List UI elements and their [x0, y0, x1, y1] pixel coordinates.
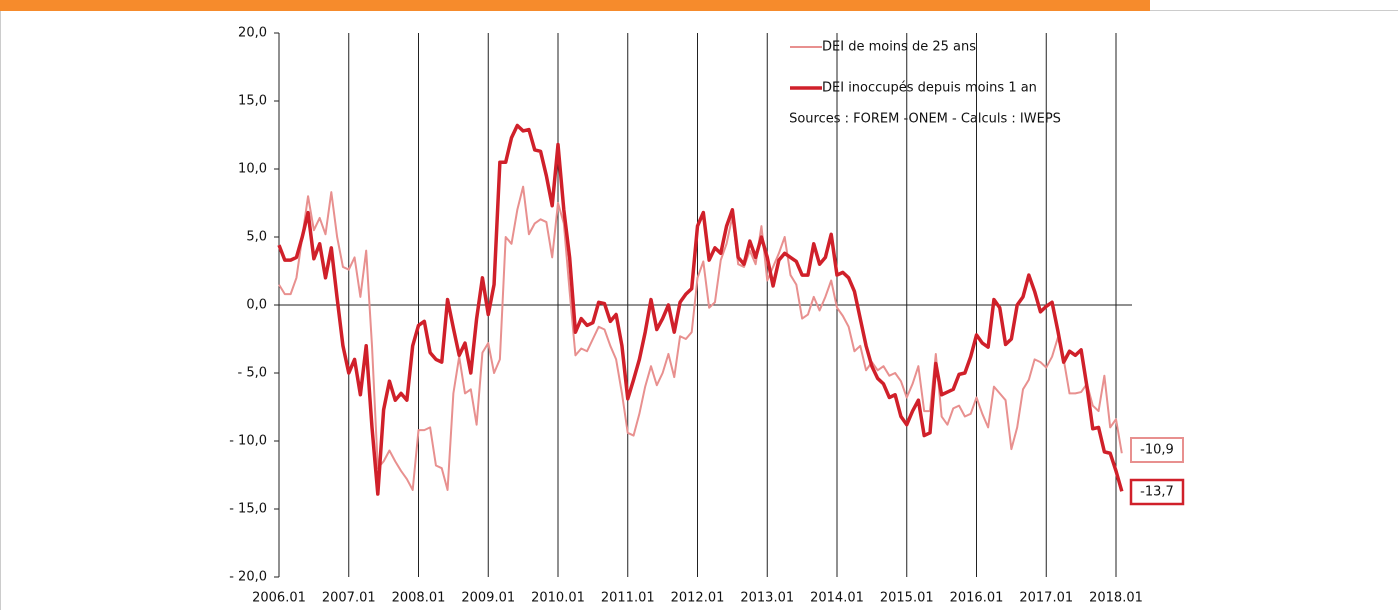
- y-tick-label: - 20,0: [229, 570, 267, 585]
- x-tick-label: 2011.01: [601, 591, 655, 606]
- series-line: [277, 123, 1124, 496]
- x-tick-label: 2017.01: [1019, 591, 1073, 606]
- y-tick-label: 15,0: [238, 94, 267, 109]
- y-tick-label: - 10,0: [229, 434, 267, 449]
- y-tick-label: 20,0: [238, 26, 267, 41]
- x-tick-label: 2010.01: [531, 591, 585, 606]
- series-line: [278, 185, 1123, 491]
- value-label-box: [1129, 478, 1185, 506]
- x-tick-label: 2009.01: [461, 591, 515, 606]
- y-tick-label: 5,0: [246, 230, 267, 245]
- value-label-box: [1130, 437, 1184, 463]
- y-tick-label: - 15,0: [229, 502, 267, 517]
- y-tick-label: 10,0: [238, 162, 267, 177]
- x-tick-label: 2007.01: [322, 591, 376, 606]
- legend-label: DEI inoccupés depuis moins 1 an: [822, 81, 1037, 96]
- header-bar: [0, 0, 1150, 11]
- x-tick-label: 2008.01: [392, 591, 446, 606]
- x-tick-label: 2006.01: [252, 591, 306, 606]
- x-tick-label: 2018.01: [1089, 591, 1143, 606]
- value-label: -10,9: [1140, 443, 1174, 458]
- legend-label: DEI de moins de 25 ans: [822, 40, 976, 55]
- x-tick-label: 2015.01: [880, 591, 934, 606]
- value-label: -13,7: [1140, 485, 1174, 500]
- y-tick-label: 0,0: [246, 298, 267, 313]
- x-tick-label: 2013.01: [740, 591, 794, 606]
- y-tick-label: - 5,0: [238, 366, 268, 381]
- x-tick-label: 2016.01: [950, 591, 1004, 606]
- x-tick-label: 2014.01: [810, 591, 864, 606]
- x-tick-label: 2012.01: [671, 591, 725, 606]
- annotation: Sources : FOREM -ONEM - Calculs : IWEPS: [789, 112, 1061, 127]
